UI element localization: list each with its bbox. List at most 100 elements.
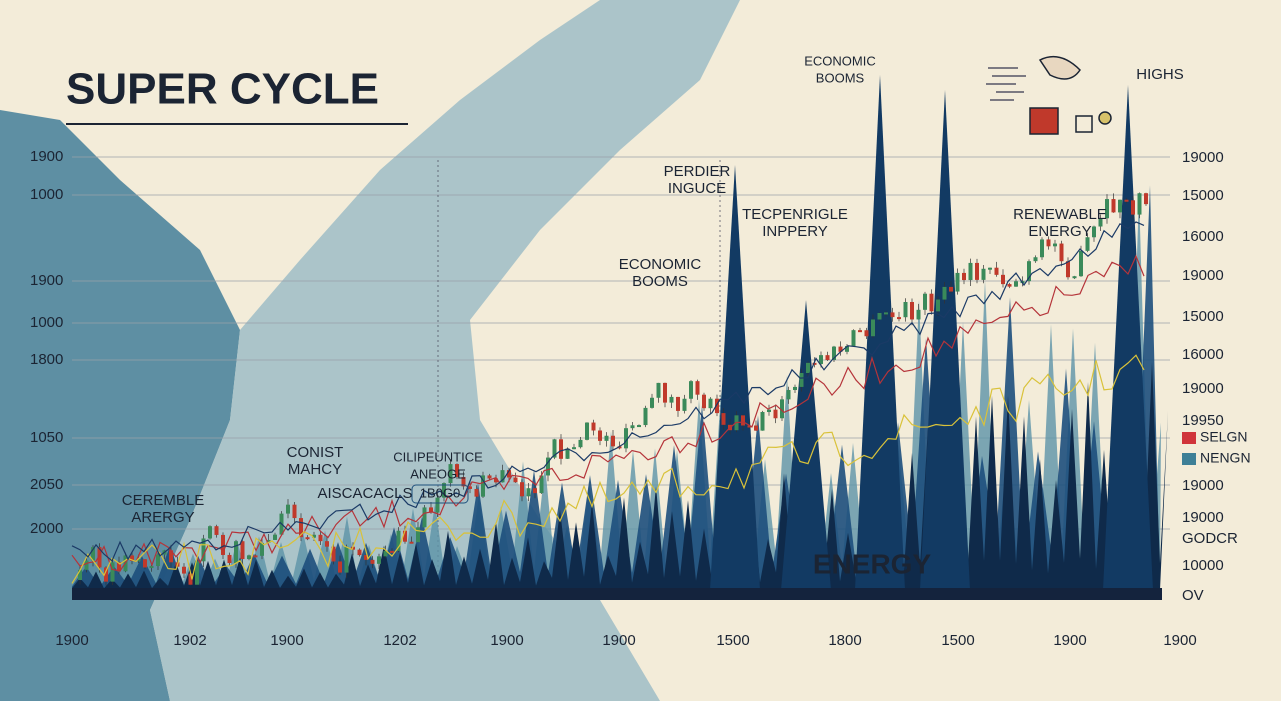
spike <box>1103 85 1153 590</box>
candle-body <box>396 530 401 551</box>
candle-body <box>702 394 706 409</box>
candle-body <box>143 559 147 568</box>
candle-body <box>747 425 752 428</box>
candle-body <box>585 422 589 440</box>
right-axis-label: 15000 <box>1182 308 1224 325</box>
annotation: BOOMS <box>816 70 865 85</box>
candle-body <box>591 422 596 431</box>
x-axis-label: 1900 <box>1053 632 1086 649</box>
right-axis-label: 19950 <box>1182 412 1224 429</box>
candle-body <box>442 483 446 498</box>
right-axis-label: 15000 <box>1182 187 1224 204</box>
candle-body <box>422 507 427 528</box>
candle-body <box>91 547 95 561</box>
candle-body <box>448 464 453 484</box>
annotation: TECPENRIGLE <box>742 206 848 223</box>
candle-body <box>689 381 693 399</box>
candle-body <box>786 390 791 400</box>
candle-body <box>994 267 999 275</box>
candle-body <box>247 555 251 560</box>
x-axis-label: 1500 <box>941 632 974 649</box>
annotation: BOOMS <box>632 273 688 290</box>
candle-body <box>474 488 479 497</box>
annotation: CONIST <box>287 444 344 461</box>
right-axis-label: 16000 <box>1182 346 1224 363</box>
candle-body <box>1007 284 1012 287</box>
annotation: ECONOMIC <box>804 53 876 68</box>
candle-body <box>305 537 310 540</box>
candle-body <box>1092 226 1096 238</box>
candle-body <box>468 486 472 489</box>
annotation: CEREMBLE <box>122 492 205 509</box>
candle-body <box>799 373 804 387</box>
candle-body <box>598 430 602 441</box>
legend-swatch <box>1182 432 1196 444</box>
candle-body <box>845 346 849 352</box>
left-axis-label: 1000 <box>30 314 63 331</box>
candle-body <box>299 518 303 538</box>
title-underline <box>66 123 408 125</box>
candle-body <box>1144 193 1148 205</box>
right-axis-label: 10000 <box>1182 557 1224 574</box>
candle-body <box>877 313 882 320</box>
x-axis-label: 1900 <box>55 632 88 649</box>
candle-body <box>149 565 154 568</box>
candle-body <box>227 554 232 564</box>
candle-body <box>871 319 875 337</box>
candle-body <box>838 346 843 352</box>
annotation: MAHCY <box>288 461 342 478</box>
left-axis-label: 1800 <box>30 351 63 368</box>
left-axis-label: 2050 <box>30 476 63 493</box>
candle-body <box>832 346 836 360</box>
candle-body <box>812 362 817 365</box>
candle-body <box>500 470 505 483</box>
candle-body <box>637 425 641 428</box>
annotation: RENEWABLE <box>1013 206 1107 223</box>
candle-body <box>890 312 895 318</box>
candle-body <box>416 527 420 543</box>
candle-body <box>156 554 160 566</box>
candle-body <box>455 464 459 478</box>
candle-body <box>624 428 628 449</box>
candle-body <box>169 550 173 563</box>
left-axis-label: 1900 <box>30 272 63 289</box>
candle-body <box>208 526 212 539</box>
trend-line <box>71 254 1145 572</box>
candle-body <box>565 448 570 459</box>
candle-body <box>552 439 557 458</box>
annotation: ENERGY <box>813 548 932 579</box>
candle-body <box>240 541 245 560</box>
candle-body <box>910 302 914 320</box>
candle-body <box>630 425 635 429</box>
candle-body <box>429 507 433 513</box>
candle-body <box>221 534 225 555</box>
x-axis-label: 1800 <box>828 632 861 649</box>
right-axis-label: 19000 <box>1182 509 1224 526</box>
candle-body <box>130 555 134 561</box>
annotation: AISCACACLS <box>317 485 412 502</box>
candle-body <box>949 286 953 292</box>
candle-body <box>364 555 368 560</box>
candle-body <box>539 475 544 494</box>
candle-body <box>981 268 986 280</box>
candle-body <box>377 556 381 564</box>
candle-body <box>182 566 186 574</box>
candle-body <box>1033 257 1038 262</box>
candle-body <box>104 567 108 582</box>
candle-body <box>604 435 609 441</box>
right-axis-label: 19000 <box>1182 380 1224 397</box>
candle-body <box>1046 239 1051 247</box>
candle-body <box>1027 261 1031 282</box>
candle-body <box>1001 274 1005 285</box>
trend-line <box>71 221 1145 562</box>
annotation: CILIPEUNTICE <box>393 449 483 464</box>
candle-body <box>97 547 102 568</box>
candle-body <box>195 561 199 585</box>
candle-body <box>988 267 992 270</box>
right-axis-label: 19000 <box>1182 149 1224 166</box>
candle-body <box>461 477 466 487</box>
map-land <box>0 110 240 701</box>
x-axis-label: 1900 <box>490 632 523 649</box>
annotation: ENERGY <box>1028 223 1091 240</box>
candle-body <box>916 309 921 320</box>
